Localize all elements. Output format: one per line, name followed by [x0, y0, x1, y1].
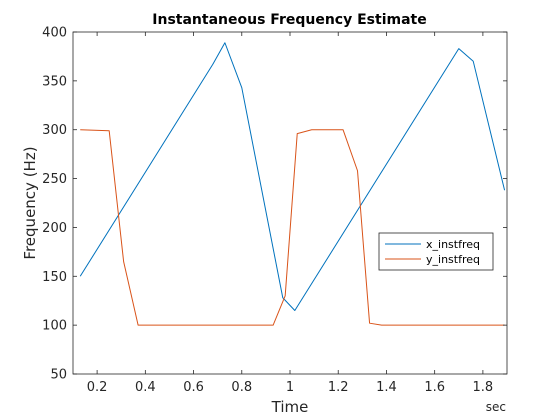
series-layer [79, 42, 506, 326]
y-tick-label: 300 [42, 123, 67, 138]
x-axis-title: Time [271, 398, 309, 416]
chart-title: Instantaneous Frequency Estimate [152, 12, 426, 28]
series-line-x-instfreq [79, 42, 506, 311]
x-tick-label: 1.2 [328, 380, 349, 395]
plot-area [73, 32, 507, 374]
y-axis-title: Frequency (Hz) [21, 146, 39, 259]
series-line-y-instfreq [80, 129, 505, 326]
x-axis-unit-label: sec [486, 400, 506, 414]
x-tick-label: 1.4 [376, 380, 397, 395]
y-tick-label: 150 [42, 270, 67, 285]
x-tick-label: 1.8 [473, 380, 494, 395]
x-tick-label: 0.2 [87, 380, 108, 395]
y-tick-label: 100 [42, 319, 67, 334]
y-tick-label: 400 [42, 26, 67, 41]
plot-background [73, 32, 507, 374]
x-tick-label: 1 [286, 380, 294, 395]
y-tick-label: 350 [42, 74, 67, 89]
legend[interactable]: x_instfreq y_instfreq [378, 232, 494, 271]
y-tick-label: 200 [42, 221, 67, 236]
y-tick-label: 250 [42, 172, 67, 187]
x-tick-label: 0.4 [135, 380, 156, 395]
x-tick-label: 0.8 [231, 380, 252, 395]
legend-item-x-instfreq[interactable]: x_instfreq [385, 238, 480, 251]
legend-box [378, 232, 494, 271]
axes-layer: 0.2 0.4 0.6 0.8 1 1.2 1.4 1.6 1.8 50 100 150 200 250 3… [42, 26, 508, 395]
legend-item-y-instfreq[interactable]: y_instfreq [385, 253, 480, 266]
y-tick-label: 50 [50, 368, 67, 383]
x-tick-label: 0.6 [183, 380, 204, 395]
legend-label: y_instfreq [426, 253, 480, 266]
x-tick-label: 1.6 [424, 380, 445, 395]
legend-label: x_instfreq [426, 238, 480, 251]
